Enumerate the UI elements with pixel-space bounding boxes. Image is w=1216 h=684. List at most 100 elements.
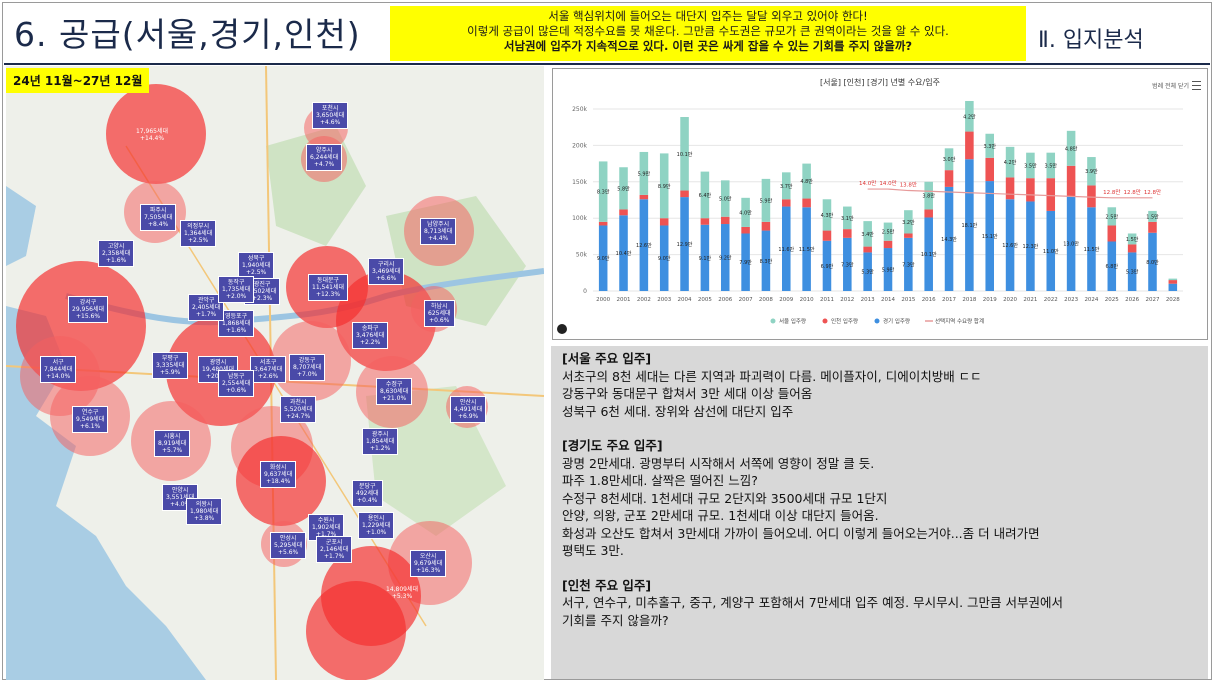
bar-segment <box>1148 221 1157 233</box>
map-circle-pyeongtaek-2[interactable] <box>306 581 406 680</box>
bar-data-label: 8.0만 <box>1146 259 1159 266</box>
demand-data-label: 14.0만 <box>859 179 876 187</box>
x-tick-label: 2003 <box>657 297 671 303</box>
bar-segment <box>700 218 710 225</box>
x-tick-label: 2019 <box>983 297 997 303</box>
bar-segment <box>1066 130 1076 166</box>
bar-segment <box>782 172 791 200</box>
bar-segment <box>639 151 649 195</box>
bar-data-label: 18.1만 <box>962 222 978 229</box>
supply-map[interactable]: 17,965세대 +14.4% 14,809세대 +5.3% 강서구 29,956세대… <box>6 66 544 680</box>
y-tick-label: 200k <box>572 142 587 149</box>
bar-data-label: 4.2만 <box>1004 159 1017 166</box>
bar-segment <box>720 216 730 225</box>
bar-data-label: 6.4만 <box>699 192 712 199</box>
bar-segment <box>1087 157 1096 186</box>
x-tick-label: 2016 <box>922 297 936 303</box>
bar-data-label: 3.4만 <box>861 231 874 238</box>
bar-data-label: 11.5만 <box>1084 246 1100 253</box>
bar-data-label: 3.5만 <box>1024 162 1037 169</box>
y-tick-label: 100k <box>572 215 587 222</box>
sea-area <box>6 306 206 680</box>
bar-data-label: 9.1만 <box>699 255 712 262</box>
map-label-anyang: 안양시 3,551세대 +4.0% <box>162 484 199 511</box>
map-label-songpa: 송파구 3,476세대 +2.2% <box>352 322 389 349</box>
incheon-line: 서구, 연수구, 미추홀구, 중구, 계양구 포함해서 7만세대 입주 예정. … <box>562 595 1064 610</box>
bar-segment <box>1168 283 1178 291</box>
demand-data-label: 14.0만 <box>879 179 896 187</box>
legend-item: 인천 입주량 <box>831 317 858 325</box>
bar-segment <box>659 225 669 291</box>
bar-segment <box>944 170 954 187</box>
bar-segment <box>1148 210 1157 222</box>
x-tick-label: 2028 <box>1166 297 1180 303</box>
bar-segment <box>1005 177 1015 200</box>
incheon-heading: [인천 주요 입주] <box>562 577 652 593</box>
bar-segment <box>924 217 933 291</box>
bar-data-label: 7.9만 <box>739 259 752 266</box>
gyeonggi-line: 안양, 의왕, 군포 2만세대 규모. 1천세대 이상 대단지 들어옴. <box>562 508 879 523</box>
menu-icon[interactable] <box>1192 81 1201 90</box>
demand-data-label: 12.8만 <box>1144 188 1161 196</box>
bar-segment <box>659 218 669 226</box>
banner-line-1: 서울 핵심위치에 들어오는 대단지 입주는 달달 외우고 있어야 한다! <box>548 9 868 23</box>
bar-data-label: 10.1만 <box>921 251 937 258</box>
seoul-heading: [서울 주요 입주] <box>562 351 652 366</box>
bar-segment <box>741 233 750 291</box>
bar-segment <box>843 237 852 291</box>
x-tick-label: 2002 <box>637 297 651 303</box>
bar-data-label: 5.8만 <box>617 185 630 192</box>
bar-data-label: 3.9만 <box>1085 168 1098 175</box>
bar-segment <box>965 100 974 132</box>
bar-data-label: 4.3만 <box>821 212 834 219</box>
map-circle-eunpyeong[interactable] <box>106 84 206 184</box>
bar-data-label: 6.9만 <box>821 263 834 270</box>
bar-segment <box>1127 244 1137 253</box>
map-label-yeonsu: 연수구 9,549세대 +6.1% <box>72 406 109 433</box>
x-tick-label: 2015 <box>901 297 915 303</box>
bar-segment <box>1046 210 1056 291</box>
bar-segment <box>761 221 771 231</box>
bar-segment <box>1087 185 1096 208</box>
demand-line <box>867 188 1153 199</box>
x-tick-label: 2005 <box>698 297 712 303</box>
bar-segment <box>598 225 608 291</box>
bar-segment <box>619 167 628 210</box>
map-label-hanam: 하남시 625세대 +0.6% <box>424 300 455 327</box>
bar-segment <box>761 178 771 222</box>
bar-segment <box>1127 252 1137 291</box>
map-label-guri: 구리시 3,469세대 +6.6% <box>368 258 405 285</box>
bar-data-label: 1.5만 <box>1126 236 1139 243</box>
bar-data-label: 3.5만 <box>1044 162 1057 169</box>
bar-data-label: 11.0만 <box>1043 248 1059 255</box>
bar-segment <box>659 153 669 219</box>
map-label-yongin: 용인시 1,229세대 +1.0% <box>358 512 395 539</box>
bar-data-label: 11.5만 <box>799 246 815 253</box>
map-label-gwangju: 광주시 1,854세대 +1.2% <box>362 428 399 455</box>
x-tick-label: 2012 <box>840 297 854 303</box>
bar-data-label: 9.0만 <box>658 255 671 262</box>
x-tick-label: 2004 <box>678 297 692 303</box>
bar-segment <box>822 240 832 291</box>
bar-segment <box>883 222 893 241</box>
bar-data-label: 10.1만 <box>677 151 693 158</box>
legend-swatch <box>770 318 776 324</box>
bar-data-label: 9.0만 <box>597 255 610 262</box>
x-tick-label: 2007 <box>739 297 753 303</box>
x-tick-label: 2017 <box>942 297 956 303</box>
legend-swatch <box>874 318 880 324</box>
bar-segment <box>1005 199 1015 291</box>
bar-segment <box>619 209 628 216</box>
bar-segment <box>1046 152 1056 179</box>
map-label-dongdaemun: 동대문구 11,541세대 +12.3% <box>308 274 349 301</box>
page-title: 6. 공급(서울,경기,인천) <box>14 15 361 54</box>
bar-segment <box>924 209 933 218</box>
bar-segment <box>883 248 893 291</box>
x-tick-label: 2020 <box>1003 297 1017 303</box>
bar-segment <box>1127 233 1137 245</box>
bar-segment <box>1046 178 1056 211</box>
legend-toggle-button[interactable]: 범례 전체 닫기 <box>1152 83 1189 90</box>
bar-data-label: 2.5만 <box>1106 213 1119 220</box>
bar-segment <box>944 148 954 171</box>
